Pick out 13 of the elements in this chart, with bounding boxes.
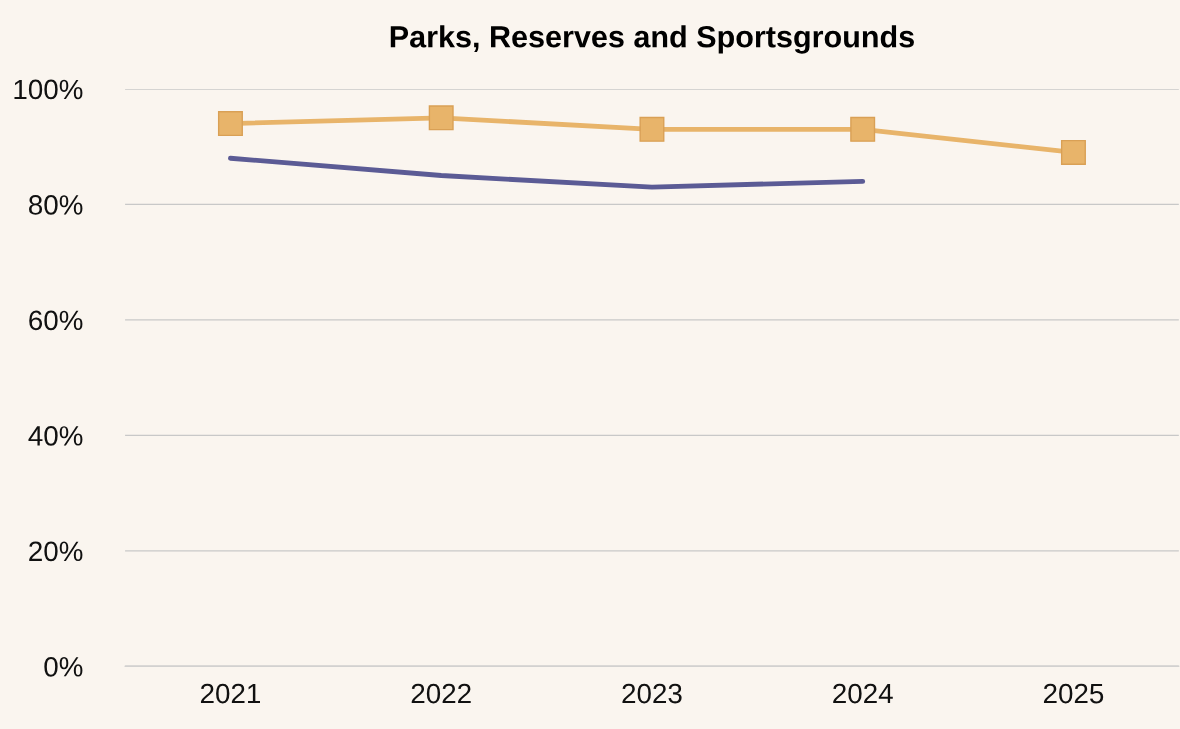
x-tick-label: 2025 [1043, 683, 1104, 704]
y-tick-label: 80% [29, 195, 83, 215]
y-tick-label: 60% [29, 310, 83, 331]
line-series [228, 155, 866, 190]
x-tick-label: 2021 [200, 683, 260, 704]
y-tick-label: 0% [44, 656, 83, 677]
y-tick-label: 20% [29, 541, 83, 562]
x-tick-label: 2022 [411, 683, 471, 704]
y-tick-label: 40% [28, 426, 83, 446]
x-tick-label: 2023 [622, 683, 682, 704]
chart-title: Parks, Reserves and Sportsgrounds [390, 25, 914, 54]
x-tick-label: 2024 [833, 683, 893, 704]
y-tick-label: 100% [14, 79, 83, 100]
